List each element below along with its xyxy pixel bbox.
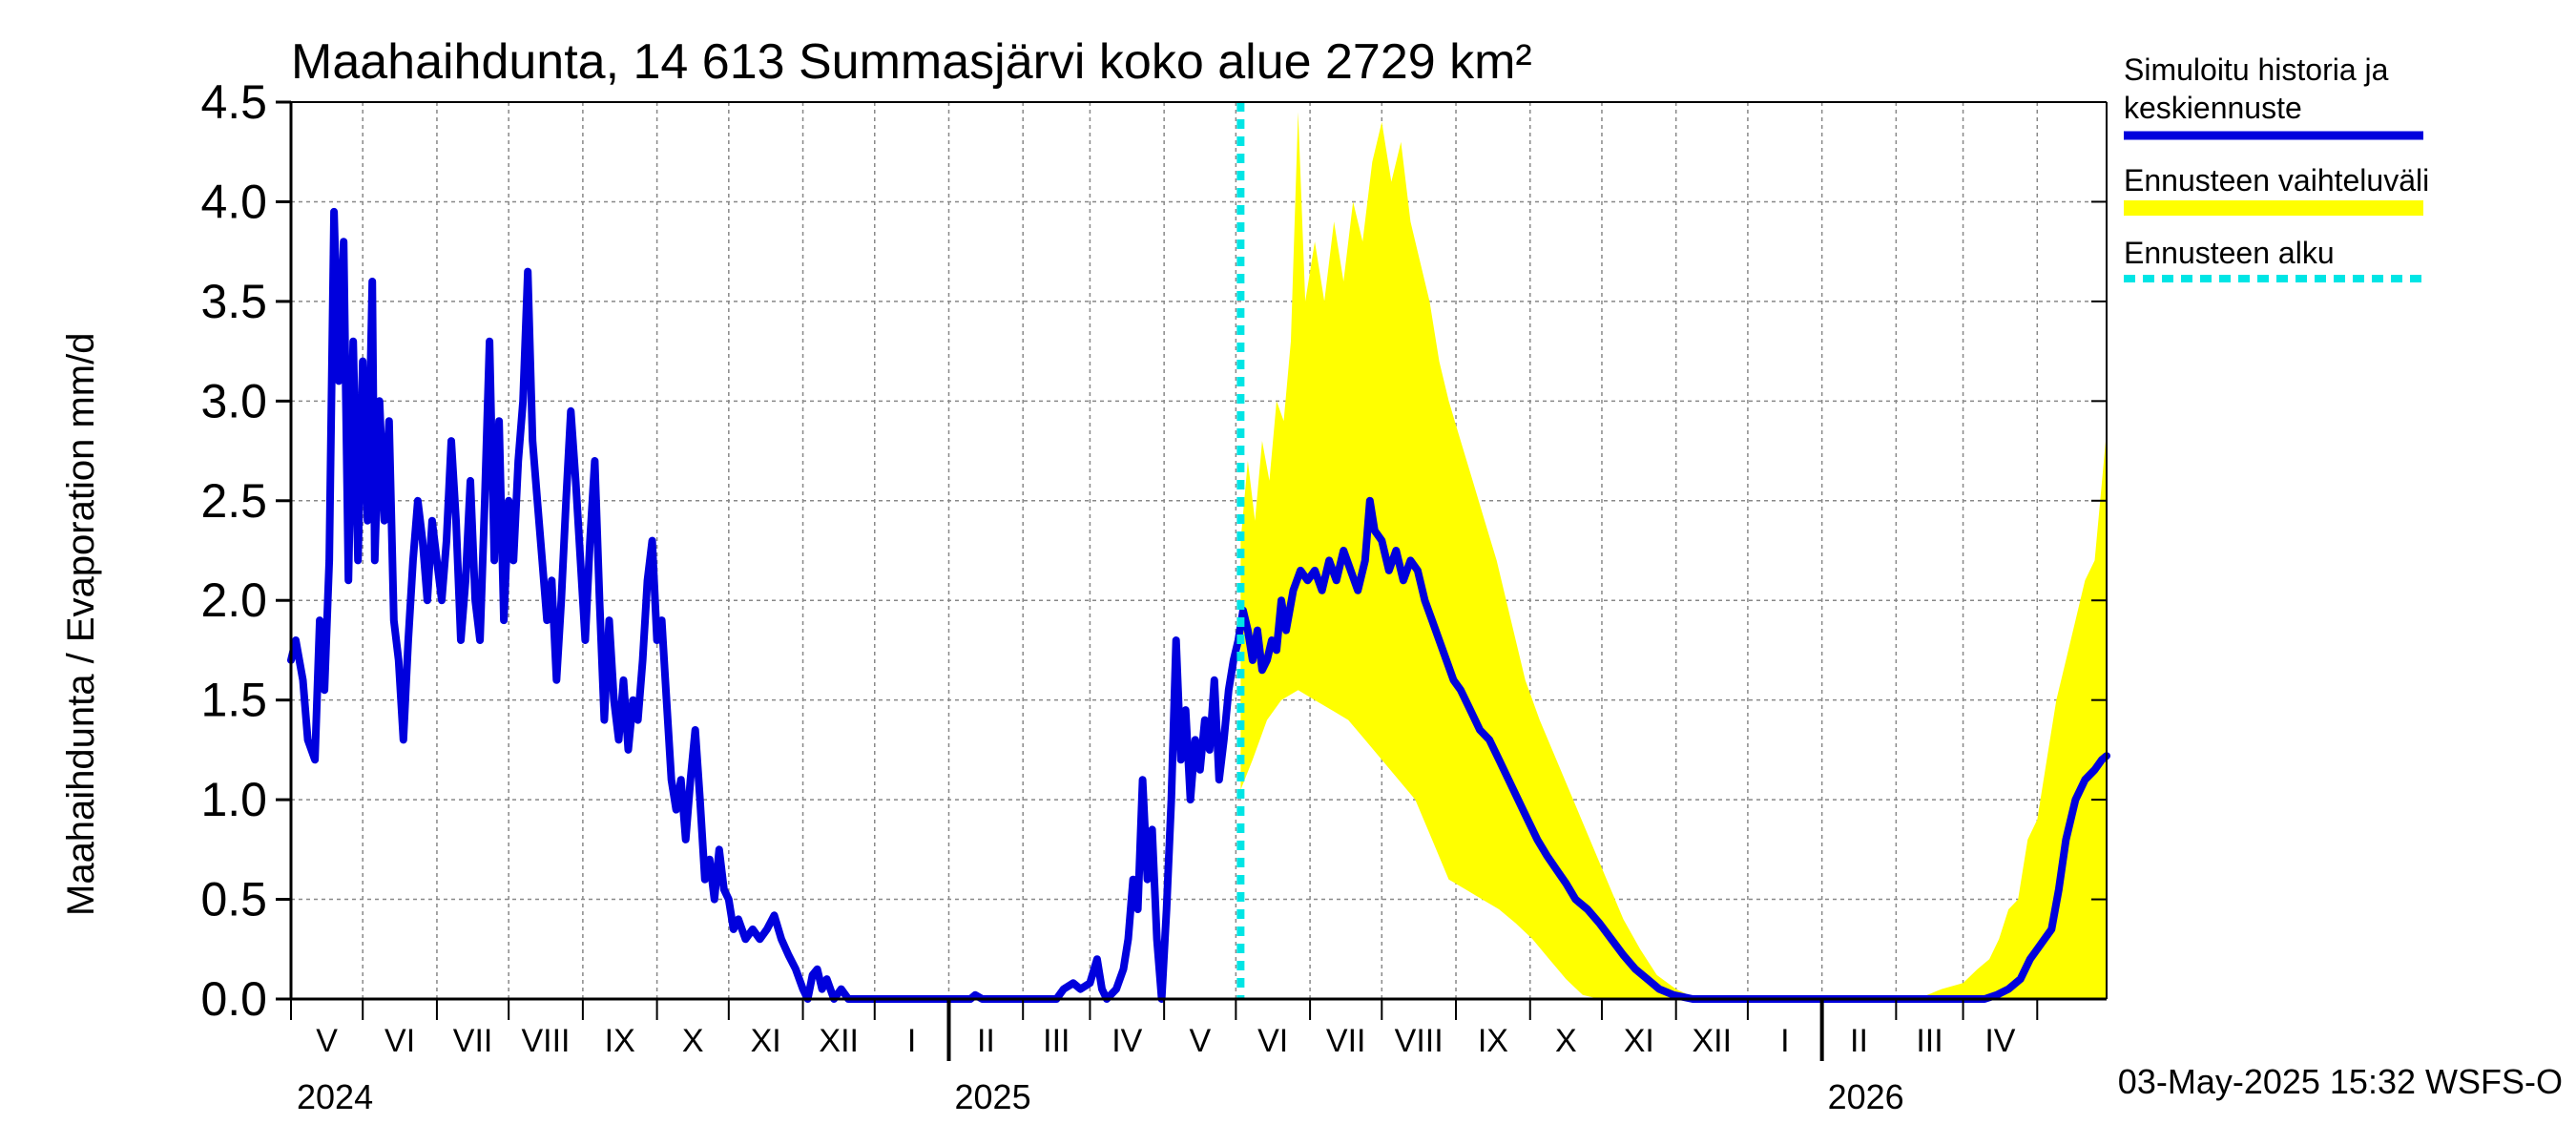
axes	[276, 100, 2108, 1061]
month-label: V	[316, 1023, 338, 1059]
y-tick-label: 4.5	[200, 75, 267, 129]
y-tick-label: 3.0	[200, 374, 267, 427]
month-label: VIII	[1395, 1023, 1444, 1059]
legend: Simuloitu historia ja keskiennuste Ennuste…	[2124, 52, 2429, 282]
year-label: 2025	[955, 1077, 1031, 1116]
forecast-range-band	[1240, 112, 2107, 999]
y-tick-label: 1.5	[200, 674, 267, 727]
year-labels: 2024 2025 2026	[297, 1077, 1904, 1116]
month-label: VIII	[521, 1023, 570, 1059]
legend-label-range: Ennusteen vaihteluväli	[2124, 163, 2429, 198]
year-label: 2026	[1828, 1077, 1904, 1116]
month-label: I	[1780, 1023, 1789, 1059]
y-tick-labels: 0.0 0.5 1.0 1.5 2.0 2.5 3.0 3.5 4.0 4.5	[200, 75, 267, 1026]
month-labels: V VI VII VIII IX X XI XII I II III IV V VI VII VIII IX X X…	[316, 1023, 2016, 1059]
month-label: VII	[1326, 1023, 1366, 1059]
month-label: II	[977, 1023, 995, 1059]
legend-label-forecast-start: Ennusteen alku	[2124, 236, 2335, 270]
footer-timestamp: 03-May-2025 15:32 WSFS-O	[2118, 1062, 2563, 1101]
month-label: II	[1850, 1023, 1868, 1059]
month-label: IV	[1984, 1023, 2015, 1059]
legend-label-line: keskiennuste	[2124, 91, 2302, 125]
y-tick-label: 4.0	[200, 175, 267, 228]
month-label: IV	[1111, 1023, 1142, 1059]
month-label: XII	[1693, 1023, 1733, 1059]
legend-label-line: Simuloitu historia ja	[2124, 52, 2389, 87]
y-tick-label: 3.5	[200, 275, 267, 328]
month-label: VI	[1257, 1023, 1288, 1059]
month-label: IX	[1478, 1023, 1508, 1059]
y-tick-label: 0.5	[200, 873, 267, 926]
forecast-band	[1240, 112, 2107, 999]
month-label: IX	[605, 1023, 635, 1059]
month-label: V	[1189, 1023, 1211, 1059]
legend-label-simulated: Simuloitu historia ja keskiennuste	[2124, 52, 2389, 125]
month-label: X	[1555, 1023, 1577, 1059]
month-label: XI	[751, 1023, 781, 1059]
series-lines	[287, 207, 2110, 1003]
month-label: III	[1043, 1023, 1070, 1059]
chart-title: Maahaihdunta, 14 613 Summasjärvi koko al…	[291, 34, 1532, 90]
y-axis-label: Maahaihdunta / Evaporation mm/d	[60, 333, 102, 916]
month-label: XII	[819, 1023, 859, 1059]
month-label: XI	[1624, 1023, 1654, 1059]
y-tick-label: 1.0	[200, 773, 267, 826]
y-tick-label: 2.5	[200, 474, 267, 528]
month-label: III	[1916, 1023, 1942, 1059]
y-tick-label: 2.0	[200, 573, 267, 627]
y-tick-label: 0.0	[200, 972, 267, 1026]
series-line-mean	[287, 207, 2110, 1003]
month-label: X	[682, 1023, 704, 1059]
year-label: 2024	[297, 1077, 373, 1116]
month-label: VI	[384, 1023, 415, 1059]
month-label: I	[907, 1023, 916, 1059]
month-label: VII	[453, 1023, 493, 1059]
